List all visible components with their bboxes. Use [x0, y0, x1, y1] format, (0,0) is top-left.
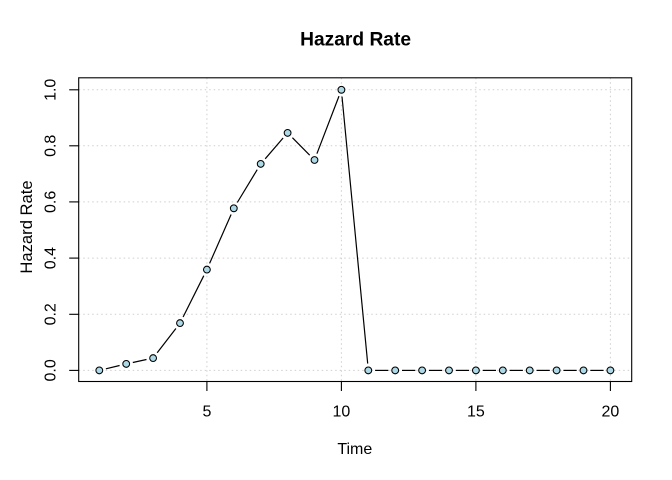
svg-text:0.4: 0.4: [43, 247, 60, 269]
svg-text:0.6: 0.6: [43, 191, 60, 213]
svg-text:10: 10: [333, 403, 351, 420]
svg-text:5: 5: [202, 403, 211, 420]
svg-text:0.8: 0.8: [43, 135, 60, 157]
svg-text:Time: Time: [337, 441, 372, 458]
svg-text:20: 20: [602, 403, 620, 420]
svg-text:Hazard Rate: Hazard Rate: [300, 30, 411, 51]
svg-text:15: 15: [467, 403, 485, 420]
svg-text:Hazard Rate: Hazard Rate: [17, 180, 36, 273]
svg-text:0.0: 0.0: [43, 359, 60, 381]
svg-text:0.2: 0.2: [43, 303, 60, 325]
svg-text:1.0: 1.0: [43, 79, 60, 101]
